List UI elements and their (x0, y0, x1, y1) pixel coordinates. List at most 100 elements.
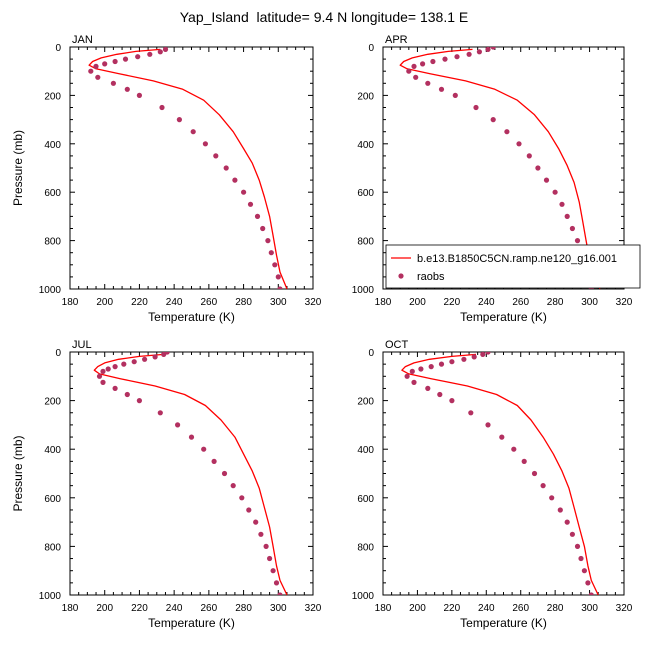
obs-point (521, 458, 527, 464)
x-tick-label: 260 (201, 297, 218, 308)
obs-point (452, 92, 458, 98)
legend-marker-swatch (398, 273, 404, 279)
x-tick-label: 280 (235, 297, 252, 308)
figure-title: Yap_Island latitude= 9.4 N longitude= 13… (180, 9, 469, 25)
obs-point (535, 165, 541, 171)
x-tick-label: 280 (235, 603, 252, 614)
obs-point (223, 165, 229, 171)
y-tick-label: 0 (368, 43, 374, 54)
obs-point (136, 92, 142, 98)
obs-point (574, 238, 581, 244)
obs-point (480, 352, 486, 357)
obs-point (88, 68, 94, 74)
plot-frame (382, 351, 625, 596)
x-tick-label: 180 (375, 297, 392, 308)
obs-point (100, 368, 106, 374)
obs-point (578, 555, 584, 562)
obs-point (135, 54, 141, 60)
plot-frame (69, 351, 314, 596)
obs-point (268, 250, 274, 256)
obs-point (230, 483, 236, 489)
obs-point (121, 361, 127, 367)
x-axis-label: Temperature (K) (460, 310, 547, 324)
y-tick-label: 800 (44, 542, 61, 553)
y-tick-label: 0 (55, 43, 61, 54)
obs-point (161, 352, 167, 357)
obs-point (466, 51, 472, 57)
obs-point (213, 153, 219, 159)
obs-point (564, 213, 570, 219)
plot-area (401, 352, 599, 595)
x-axis-label: Temperature (K) (460, 616, 547, 630)
x-tick-label: 180 (62, 603, 79, 614)
model-line (401, 353, 599, 595)
obs-point (442, 56, 448, 62)
obs-point (246, 507, 252, 513)
obs-point (95, 74, 101, 80)
obs-point (241, 189, 247, 195)
obs-point (552, 189, 558, 195)
obs-point (190, 129, 196, 135)
x-tick-label: 220 (131, 603, 148, 614)
y-tick-label: 1000 (352, 591, 375, 602)
obs-point (232, 177, 238, 183)
x-tick-label: 220 (131, 297, 148, 308)
obs-point (585, 580, 591, 586)
obs-point (406, 68, 412, 74)
obs-point (485, 422, 491, 428)
obs-point (188, 434, 195, 440)
panel-title: JUL (72, 339, 92, 351)
obs-point (499, 434, 505, 440)
y-tick-label: 600 (357, 188, 374, 199)
obs-point (449, 359, 455, 365)
obs-point (461, 356, 467, 362)
obs-point (239, 495, 245, 501)
obs-point (413, 74, 419, 80)
y-axis-label: Pressure (mb) (11, 435, 25, 511)
y-tick-label: 0 (55, 348, 61, 359)
x-axis-label: Temperature (K) (148, 616, 235, 630)
x-tick-label: 240 (478, 603, 495, 614)
y-tick-label: 800 (357, 237, 374, 248)
x-tick-label: 260 (512, 603, 529, 614)
obs-point (202, 141, 208, 147)
obs-point (112, 385, 118, 391)
obs-point (411, 379, 417, 385)
obs-point (490, 117, 496, 123)
y-tick-label: 400 (44, 445, 61, 456)
obs-point (253, 519, 259, 525)
legend-obs-label: raobs (417, 271, 445, 283)
obs-point (485, 47, 491, 52)
obs-point (409, 368, 415, 374)
model-line (88, 48, 288, 289)
y-tick-label: 1000 (39, 591, 62, 602)
model-line (399, 48, 601, 289)
obs-point (247, 201, 254, 207)
x-tick-label: 320 (616, 297, 633, 308)
obs-point (557, 507, 563, 513)
x-tick-label: 300 (270, 297, 287, 308)
obs-point (258, 531, 264, 537)
obs-point (564, 519, 570, 525)
obs-point (473, 104, 479, 111)
obs-point (211, 458, 217, 464)
x-tick-label: 180 (375, 603, 392, 614)
obs-point (93, 63, 99, 69)
obs-point (102, 61, 108, 67)
obs-point (549, 495, 555, 501)
obs-point (574, 543, 581, 550)
plot-area (399, 47, 601, 289)
y-tick-label: 1000 (352, 285, 375, 296)
x-tick-label: 260 (201, 603, 218, 614)
y-tick-label: 1000 (39, 285, 62, 296)
obs-point (471, 354, 477, 360)
obs-point (267, 555, 273, 562)
obs-point (428, 364, 434, 370)
x-tick-label: 240 (166, 603, 183, 614)
obs-point (490, 47, 496, 50)
obs-point (112, 58, 118, 65)
plot-area (88, 47, 288, 289)
